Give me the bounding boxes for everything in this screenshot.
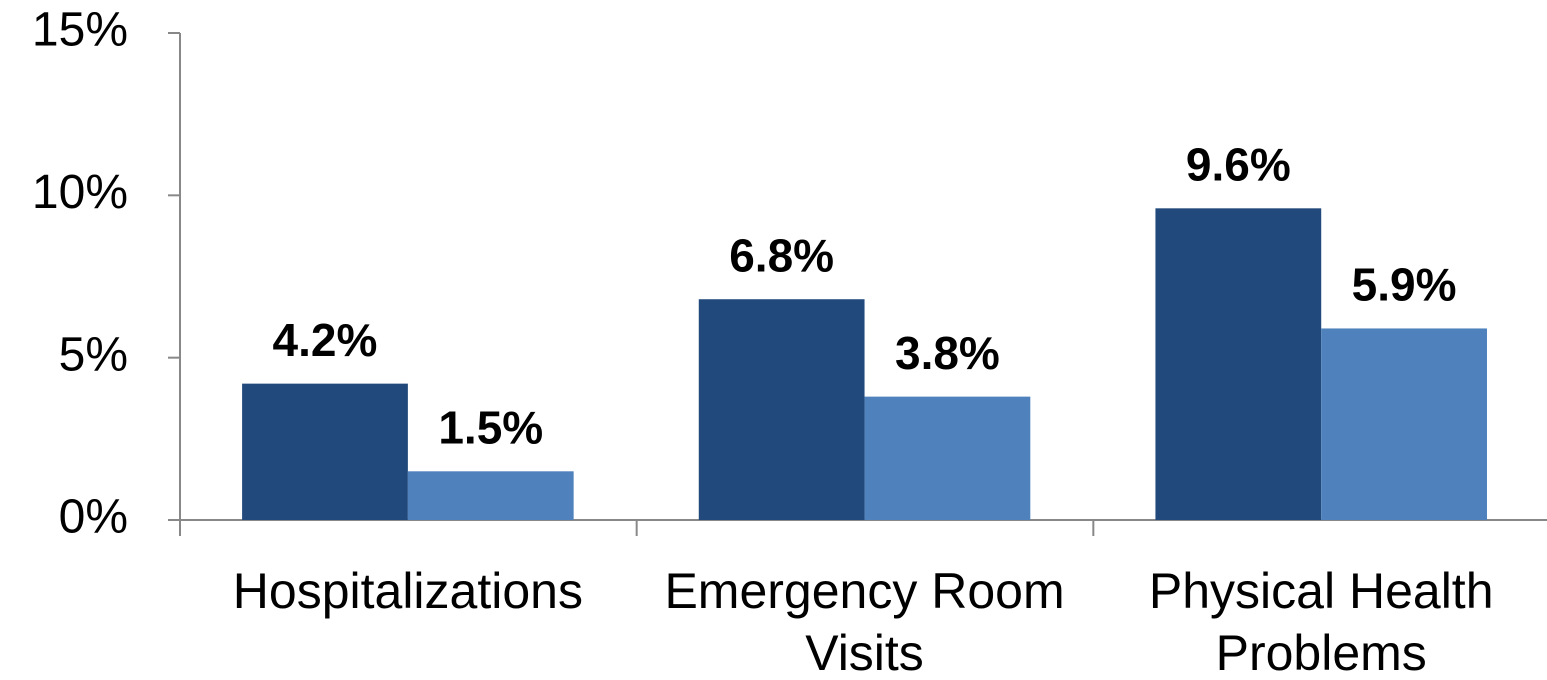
data-label: 4.2% <box>273 314 378 366</box>
x-tick-label: Hospitalizations <box>232 563 583 619</box>
y-tick-label: 10% <box>32 166 128 219</box>
bar <box>1321 328 1487 520</box>
data-label: 5.9% <box>1352 259 1457 311</box>
data-label: 3.8% <box>895 327 1000 379</box>
data-label: 6.8% <box>729 229 834 281</box>
bar <box>1155 208 1322 520</box>
data-label: 9.6% <box>1186 138 1291 190</box>
y-tick-label: 15% <box>32 4 128 57</box>
bar <box>864 396 1031 520</box>
x-tick-label: Emergency Room Visits <box>664 563 1065 680</box>
bar <box>698 299 865 520</box>
x-tick-label: Physical Health Problems <box>1148 563 1494 680</box>
bar <box>407 471 574 520</box>
y-tick-label: 5% <box>59 328 128 381</box>
y-tick-label: 0% <box>59 491 128 544</box>
data-label: 1.5% <box>438 401 543 453</box>
bar <box>242 383 408 520</box>
